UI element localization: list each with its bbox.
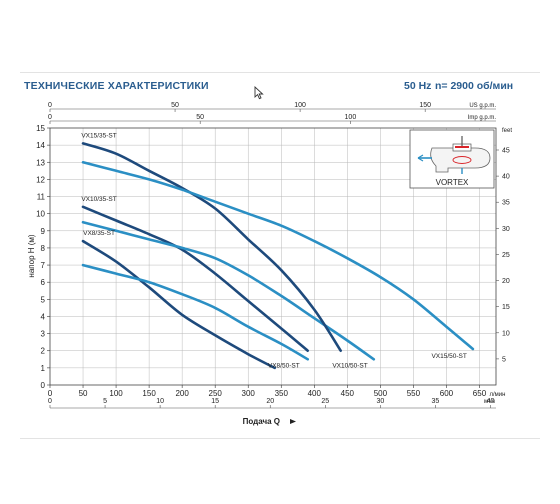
axes: 0 50 100 150 200 250 300 350 400 450 500 550 600 650 л…	[36, 102, 512, 409]
y-tick-label: 13	[36, 158, 45, 167]
m3h-tick-label: 15	[211, 398, 219, 405]
x-axis-arrow-icon	[290, 419, 296, 424]
feet-tick-label: 10	[502, 330, 510, 337]
y-tick-label: 1	[41, 364, 46, 373]
x-tick-label: 300	[242, 389, 256, 398]
us-gpm-tick-label: 100	[294, 102, 306, 109]
series-line	[81, 239, 276, 370]
mouse-pointer-icon	[254, 86, 264, 100]
y-axis-label: напор H (м)	[27, 234, 36, 277]
series-lines	[81, 142, 475, 370]
m3h-tick-label: 5	[103, 398, 107, 405]
x-tick-label: 350	[275, 389, 289, 398]
x-tick-label: 0	[48, 389, 53, 398]
y-tick-label: 2	[41, 347, 46, 356]
x-tick-label: 50	[79, 389, 88, 398]
series-line	[81, 205, 309, 352]
grid-lines	[50, 128, 496, 385]
m3h-tick-label: 0	[48, 398, 52, 405]
feet-tick-label: 30	[502, 226, 510, 233]
y-tick-label: 5	[41, 295, 46, 304]
feet-tick-label: 20	[502, 278, 510, 285]
x-tick-label: 100	[109, 389, 123, 398]
series-label: VX8/50-ST	[268, 362, 300, 369]
imp-gpm-unit-label: Imp g.p.m.	[468, 115, 497, 121]
feet-tick-label: 40	[502, 174, 510, 181]
bottom-divider	[20, 438, 540, 439]
y-tick-label: 15	[36, 124, 45, 133]
x-tick-label: 600	[440, 389, 454, 398]
m3h-tick-label: 20	[266, 398, 274, 405]
top-divider	[20, 72, 540, 73]
us-gpm-tick-label: 50	[171, 102, 179, 109]
feet-tick-label: 25	[502, 252, 510, 259]
y-tick-label: 10	[36, 210, 45, 219]
x-unit-label: л/мин	[489, 392, 505, 398]
vortex-label: VORTEX	[436, 178, 469, 187]
y-tick-label: 9	[41, 227, 46, 236]
m3h-tick-label: 35	[432, 398, 440, 405]
frequency-label: 50 Hz	[404, 80, 432, 92]
m3h-tick-label: 25	[321, 398, 329, 405]
y-tick-label: 0	[41, 381, 46, 390]
chart-header: ТЕХНИЧЕСКИЕ ХАРАКТЕРИСТИКИ 50 Hz n= 2900…	[24, 80, 536, 98]
feet-tick-label: 15	[502, 304, 510, 311]
feet-unit-label: feet	[502, 128, 512, 134]
speed-label: n= 2900 об/мин	[435, 80, 514, 92]
us-gpm-tick-label: 150	[419, 102, 431, 109]
y-tick-label: 11	[37, 193, 46, 202]
series-label: VX10/50-ST	[332, 362, 367, 369]
m3h-tick-label: 10	[156, 398, 164, 405]
us-gpm-tick-label: 0	[48, 102, 52, 109]
y-tick-label: 7	[41, 261, 46, 270]
us-gpm-unit-label: US g.p.m.	[469, 103, 496, 109]
feet-tick-label: 45	[502, 147, 510, 154]
x-tick-label: 450	[341, 389, 355, 398]
series-label: VX8/35-ST	[83, 230, 115, 237]
m3h-tick-label: 40	[487, 398, 495, 405]
plot-frame	[49, 127, 497, 386]
x-tick-label: 650	[473, 389, 487, 398]
series-line	[81, 142, 342, 352]
x-tick-label: 500	[374, 389, 388, 398]
y-tick-label: 12	[36, 175, 45, 184]
y-tick-label: 14	[36, 141, 45, 150]
m3h-unit-label: м³/ч	[484, 399, 495, 405]
y-tick-label: 3	[41, 330, 46, 339]
series-label: VX10/35-ST	[81, 196, 116, 203]
imp-gpm-tick-label: 100	[345, 114, 357, 121]
imp-gpm-tick-label: 0	[48, 114, 52, 121]
x-tick-label: 200	[175, 389, 189, 398]
vortex-impeller-icon	[417, 136, 491, 174]
y-tick-label: 6	[41, 278, 46, 287]
vortex-inset: VORTEX	[409, 129, 495, 189]
series-labels: VX8/35-ST VX8/50-ST VX10/35-ST VX10/50-ST VX…	[81, 132, 467, 369]
feet-tick-label: 35	[502, 200, 510, 207]
y-tick-label: 8	[41, 244, 46, 253]
page-title: ТЕХНИЧЕСКИЕ ХАРАКТЕРИСТИКИ	[24, 80, 209, 92]
feet-tick-label: 5	[502, 356, 506, 363]
m3h-tick-label: 30	[376, 398, 384, 405]
series-label: VX15/35-ST	[81, 132, 116, 139]
x-tick-label: 250	[209, 389, 223, 398]
x-axis-label: Подача Q	[243, 417, 280, 426]
x-tick-label: 550	[407, 389, 421, 398]
imp-gpm-tick-label: 50	[196, 114, 204, 121]
x-tick-label: 150	[142, 389, 156, 398]
series-line	[81, 161, 475, 351]
series-label: VX15/50-ST	[431, 353, 466, 360]
y-tick-label: 4	[41, 312, 46, 321]
series-line	[81, 263, 309, 361]
series-line	[81, 220, 376, 361]
x-tick-label: 400	[308, 389, 322, 398]
